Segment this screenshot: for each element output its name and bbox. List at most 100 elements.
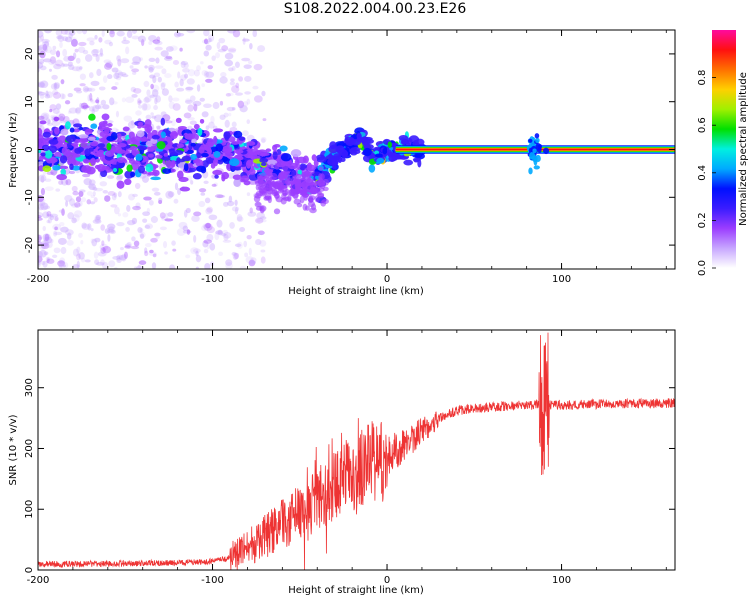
noise-blob [143,97,150,104]
noise-blob [54,231,63,236]
ridge-blob [197,127,203,137]
noise-blob [72,52,77,59]
ridge-blob [101,113,110,121]
noise-blob [221,233,227,237]
noise-blob [53,63,62,70]
noise-blob [190,180,194,185]
ridge-blob [233,130,243,139]
noise-blob [84,259,91,263]
noise-blob [211,183,217,187]
noise-blob [231,65,236,71]
noise-blob [108,226,115,233]
noise-blob [43,236,53,244]
ridge-blob [132,160,141,165]
noise-blob [144,242,152,248]
noise-blob [73,210,83,218]
ridge-blob [292,191,299,200]
noise-blob [164,120,173,124]
ridge-blob [80,142,88,148]
noise-blob [247,60,253,65]
ridge-blob [350,150,358,156]
noise-blob [90,80,100,87]
ridge-blob [305,189,314,196]
noise-blob [82,49,89,55]
noise-blob [192,100,202,107]
noise-blob [88,183,96,191]
noise-blob [146,89,151,97]
noise-blob [227,47,237,52]
noise-blob [66,232,72,240]
ridge-blob [150,176,161,181]
noise-blob [142,218,148,223]
noise-blob [212,101,220,110]
noise-blob [137,35,146,43]
noise-blob [207,34,215,42]
noise-blob [184,99,193,104]
noise-blob [248,260,256,265]
ridge-blob [280,153,292,162]
ridge-blob [199,118,205,124]
noise-blob [135,265,145,269]
ridge-blob [165,159,171,167]
noise-blob [148,66,154,73]
ridge-blob [160,131,166,139]
noise-blob [154,232,161,237]
noise-blob [133,240,140,247]
ridge-blob [130,171,136,178]
noise-blob [139,231,146,238]
noise-blob [58,209,65,213]
ridge-blob [259,157,269,163]
ridge-blob [72,123,83,128]
noise-blob [186,30,196,34]
noise-blob [231,206,240,212]
noise-blob [98,86,106,91]
noise-blob [257,230,265,236]
ridge-blob [215,143,224,152]
noise-blob [193,211,202,217]
noise-blob [46,213,54,219]
noise-blob [111,86,118,90]
noise-blob [137,227,143,233]
ridge-blob [233,149,244,154]
noise-blob [259,216,267,220]
ridge-blob [213,150,221,158]
noise-blob [144,223,154,230]
ridge-blob [135,153,143,162]
ridge-blob [256,149,268,157]
ridge-blob [196,165,207,172]
noise-blob [158,163,163,171]
noise-blob [164,251,168,255]
noise-blob [53,247,61,254]
ridge-blob [112,167,118,173]
noise-blob [49,109,53,113]
noise-blob [107,223,116,230]
noise-blob [56,111,61,117]
snr-frame [37,329,676,571]
noise-blob [43,251,49,256]
noise-blob [58,116,65,124]
noise-blob [245,256,254,264]
colorbar-gradient [712,30,736,268]
noise-blob [102,245,112,254]
ridge-blob [266,159,278,166]
ridge-blob [263,195,270,201]
ridge-blob [221,171,230,180]
noise-blob [231,251,237,256]
noise-blob [149,94,155,98]
noise-blob [239,105,248,113]
noise-blob [107,120,114,124]
noise-blob [260,249,266,253]
noise-blob [154,46,163,51]
noise-blob [97,251,107,257]
noise-blob [130,245,140,250]
noise-blob [232,30,241,38]
noise-blob [90,238,95,244]
noise-blob [138,260,147,265]
noise-blob [65,229,74,236]
noise-blob [144,96,152,103]
noise-blob [161,88,169,96]
noise-blob [94,214,101,222]
colorbar: 0.0 0.2 0.4 0.6 0.8 Normalized spectral ampl… [697,30,749,276]
noise-blob [121,74,129,78]
